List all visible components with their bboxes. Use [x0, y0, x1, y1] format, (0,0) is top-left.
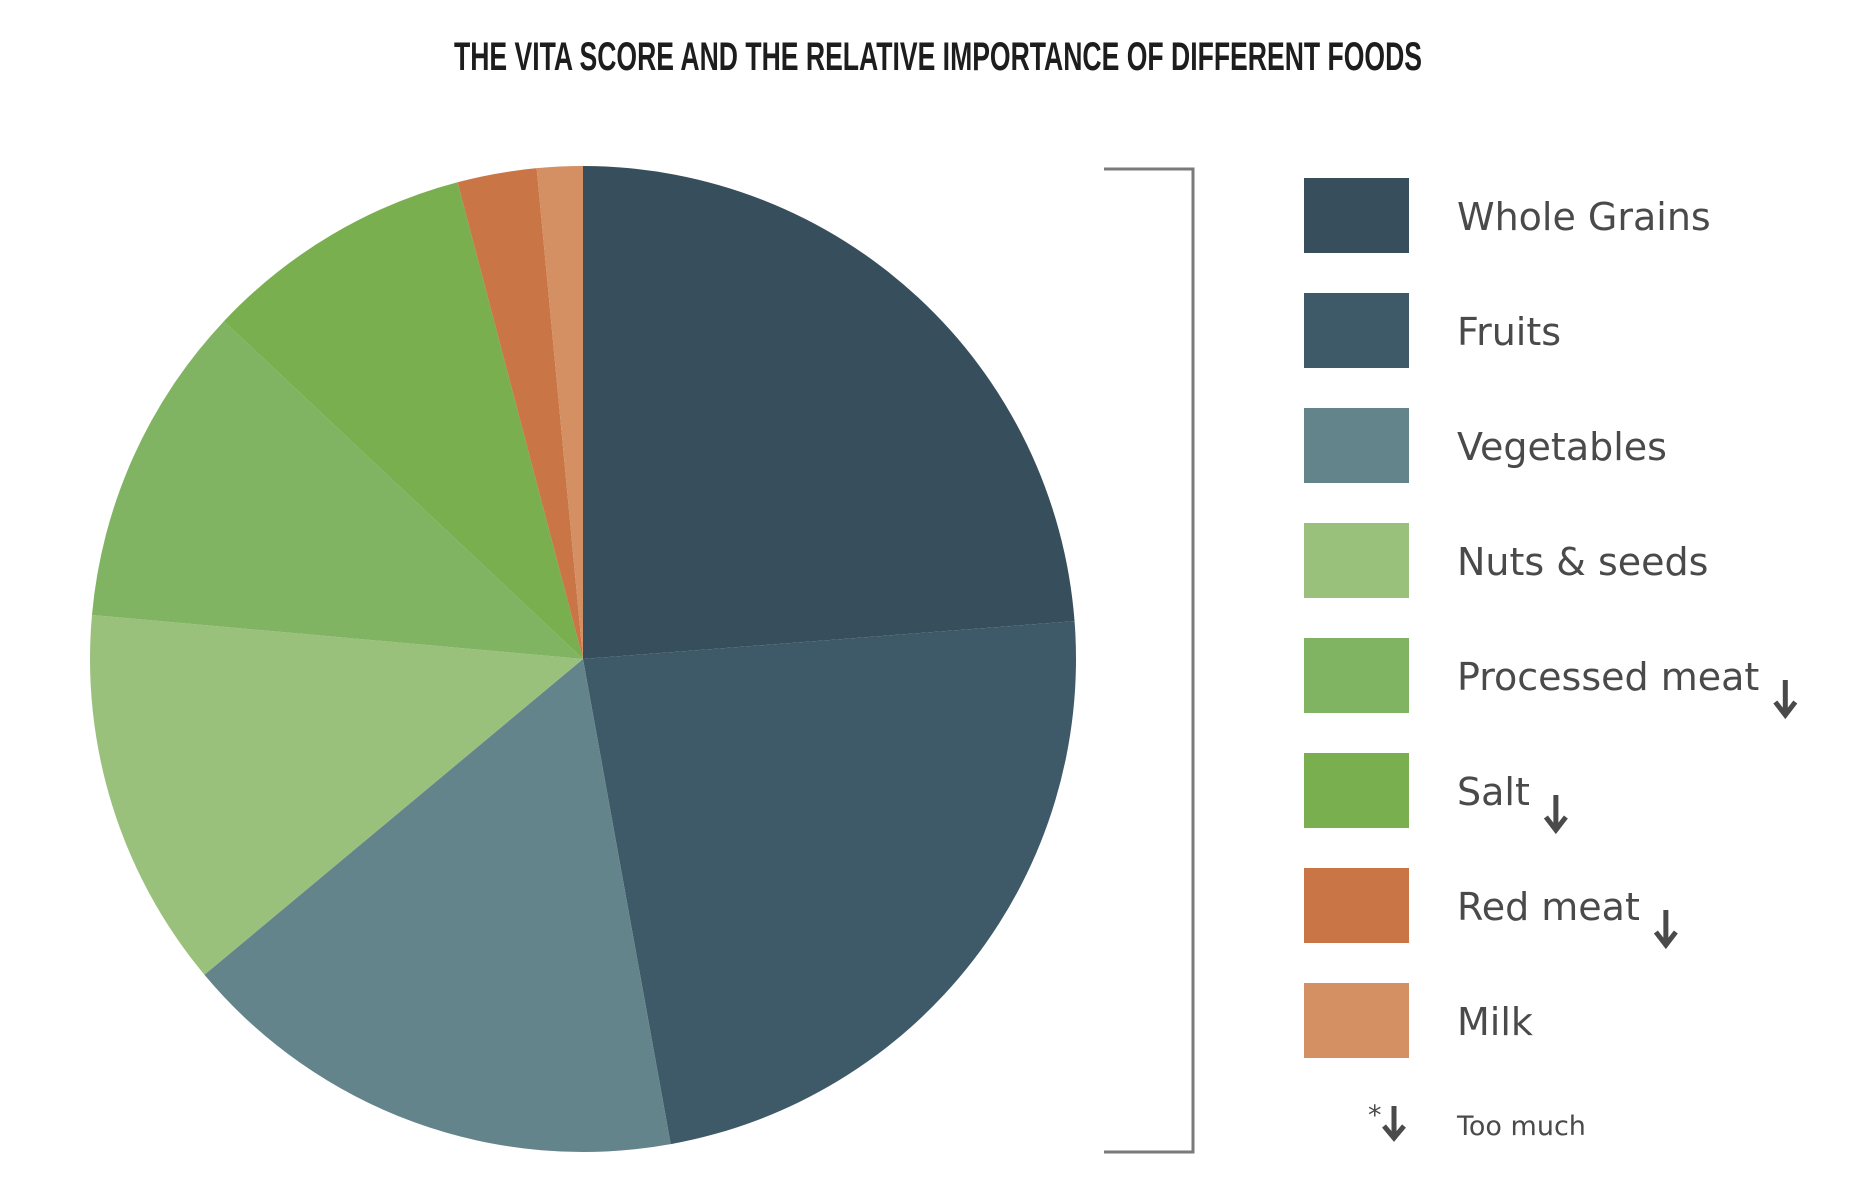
legend-bracket [1104, 167, 1195, 1154]
pie-slice-whole-grains [583, 166, 1075, 659]
pie-slice-fruits [583, 621, 1076, 1145]
pie-slice-processed-meat [91, 321, 583, 659]
legend-item: Milk [1304, 983, 1533, 1058]
legend-swatch [1304, 983, 1409, 1058]
legend-swatch [1304, 408, 1409, 483]
legend-label: Nuts & seeds [1457, 540, 1708, 584]
legend-label: Fruits [1457, 310, 1561, 354]
legend-item: Salt [1304, 753, 1568, 835]
pie-slices [89, 166, 1076, 1152]
footnote-marker: * [1368, 1100, 1382, 1131]
legend-item: Whole Grains [1304, 178, 1711, 253]
legend-swatch [1304, 868, 1409, 943]
legend: Whole Grains Fruits Vegetables Nuts & seeds… [1304, 178, 1798, 1058]
legend-item: Processed meat [1304, 638, 1798, 720]
legend-swatch [1304, 753, 1409, 828]
footnote: * Too much [1368, 1100, 1586, 1142]
legend-label: Processed meat [1457, 655, 1759, 699]
footnote-text: Too much [1456, 1111, 1586, 1142]
legend-swatch [1304, 178, 1409, 253]
pie-slice-salt [223, 182, 583, 659]
chart-title: THE VITA SCORE AND THE RELATIVE IMPORTAN… [454, 35, 1422, 79]
legend-swatch [1304, 638, 1409, 713]
legend-swatch [1304, 523, 1409, 598]
legend-item: Nuts & seeds [1304, 523, 1708, 598]
down-arrow-icon [1773, 680, 1798, 720]
pie-slice-vegetables [204, 659, 671, 1152]
pie-slice-nuts-seeds [89, 614, 583, 975]
legend-label: Vegetables [1457, 425, 1667, 469]
down-arrow-icon [1543, 795, 1568, 835]
legend-label: Milk [1457, 1000, 1533, 1044]
legend-label: Salt [1457, 770, 1530, 814]
legend-label: Red meat [1457, 885, 1640, 929]
legend-item: Red meat [1304, 868, 1678, 950]
down-arrow-icon [1653, 910, 1678, 950]
legend-item: Vegetables [1304, 408, 1667, 483]
legend-swatch [1304, 293, 1409, 368]
pie-slice-milk [536, 166, 583, 659]
legend-label: Whole Grains [1457, 195, 1711, 239]
legend-item: Fruits [1304, 293, 1561, 368]
pie-slice-red-meat [457, 168, 583, 659]
down-arrow-icon [1382, 1106, 1406, 1142]
